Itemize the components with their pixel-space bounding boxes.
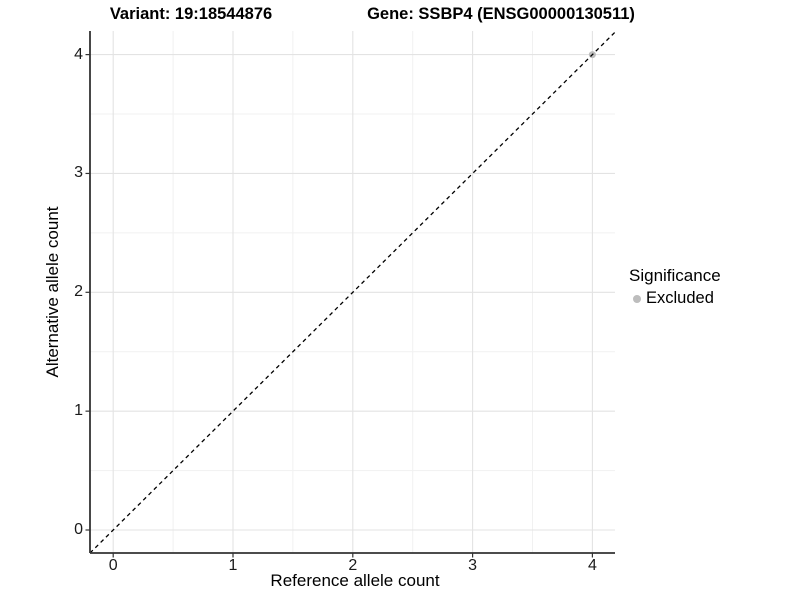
gene-title: Gene: SSBP4 (ENSG00000130511) <box>367 5 635 23</box>
x-tick-label: 1 <box>228 557 238 574</box>
tick-marks <box>85 53 594 558</box>
y-tick-label: 3 <box>74 164 83 182</box>
legend-item-label: Excluded <box>646 289 714 307</box>
legend-key-dot-icon <box>633 294 641 303</box>
x-tick-label: 2 <box>348 557 358 574</box>
y-tick-label: 0 <box>74 521 83 538</box>
legend: Significance Excluded <box>626 266 721 308</box>
x-tick-label: 4 <box>587 557 597 574</box>
y-tick-label: 4 <box>74 45 83 63</box>
legend-item-excluded: Excluded <box>626 289 721 308</box>
x-tick-label: 0 <box>108 557 118 574</box>
y-tick-label: 2 <box>74 283 83 301</box>
y-axis-label: Alternative allele count <box>43 206 62 378</box>
legend-title: Significance <box>629 266 721 285</box>
identity-reference-line <box>89 31 616 554</box>
x-axis-label: Reference allele count <box>270 571 440 590</box>
x-tick-label: 3 <box>468 557 478 574</box>
y-tick-label: 1 <box>74 402 83 420</box>
variant-title: Variant: 19:18544876 <box>109 5 273 23</box>
